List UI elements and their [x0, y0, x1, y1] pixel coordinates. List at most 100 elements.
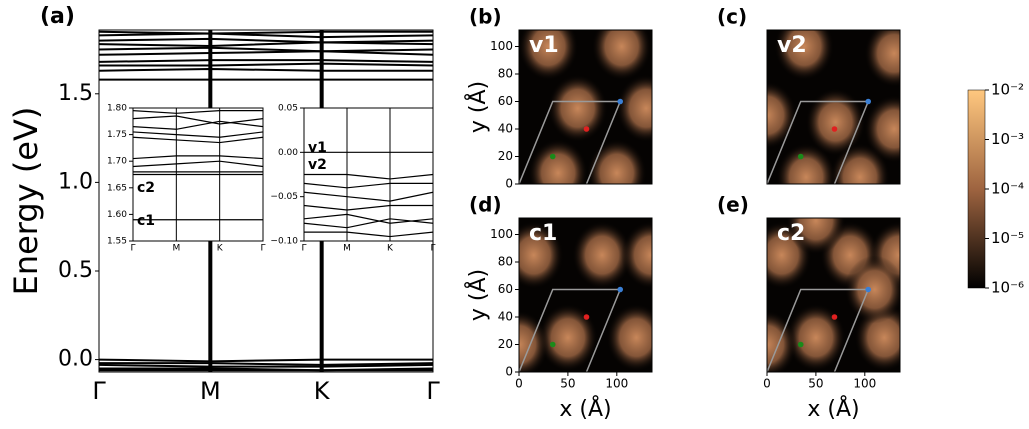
density-blob: [519, 310, 549, 372]
y-tick-label: 0.5: [58, 258, 93, 283]
y-tick-label: 0.0: [58, 347, 93, 372]
y-axis-label: y (Å): [464, 81, 491, 133]
density-blob: [785, 303, 846, 372]
panel-label: (a): [40, 4, 75, 29]
band: [132, 155, 264, 160]
density-blob: [606, 303, 652, 372]
unit-cell: [767, 288, 870, 372]
density-blob: [774, 30, 835, 81]
y-tick-label: 1.65: [107, 183, 127, 193]
band: [303, 182, 433, 189]
density-blob: [572, 221, 633, 290]
y-axis-label: Energy (eV): [7, 107, 45, 296]
density-map: [519, 218, 652, 372]
density-blob: [776, 143, 837, 184]
y-tick-label: 20: [498, 149, 513, 163]
x-axis-label: x (Å): [559, 395, 611, 422]
site-marker: [583, 314, 590, 320]
x-tick-label: M: [172, 244, 180, 254]
x-tick-label: 50: [560, 377, 575, 391]
band: [132, 160, 264, 168]
site-marker: [831, 314, 838, 320]
band: [98, 46, 434, 53]
y-tick-label: 0: [505, 177, 513, 191]
band: [304, 173, 434, 180]
axes-frame: [766, 217, 901, 373]
band: [303, 191, 434, 202]
site-marker: [549, 341, 556, 348]
band: [303, 218, 434, 229]
band-label: v1: [308, 140, 327, 156]
x-tick-label: 100: [853, 377, 876, 391]
band: [98, 32, 434, 39]
y-axis-label: y (Å): [464, 269, 491, 321]
y-tick-label: 80: [498, 67, 513, 81]
density-blob: [528, 139, 589, 184]
axes-frame: [518, 29, 653, 185]
colorbar-tick-label: 10⁻⁴: [991, 180, 1024, 198]
band: [303, 204, 433, 211]
x-tick-label: 0: [515, 377, 523, 391]
site-marker: [797, 341, 804, 348]
density-blob: [586, 139, 647, 184]
y-tick-label: 1.70: [107, 157, 127, 167]
x-tick-label: M: [200, 377, 221, 405]
band: [98, 67, 433, 72]
panel-label: (e): [717, 193, 749, 217]
axes-frame: [766, 29, 901, 185]
density-blob: [844, 255, 900, 324]
unit-cell: [519, 288, 622, 372]
band: [98, 59, 434, 63]
density-blob: [785, 218, 846, 255]
band: [99, 362, 434, 366]
x-tick-label: Γ: [92, 377, 106, 405]
site-marker: [865, 286, 872, 293]
density-blob: [519, 221, 564, 290]
y-tick-label: 60: [498, 94, 513, 108]
x-tick-label: M: [343, 244, 351, 254]
y-tick-label: 40: [498, 310, 513, 324]
axes-frame: [303, 107, 434, 242]
band: [98, 50, 434, 56]
y-tick-label: 20: [498, 337, 513, 351]
density-blob: [864, 95, 900, 163]
x-axis-label: x (Å): [807, 395, 859, 422]
x-tick-label: Γ: [301, 244, 306, 254]
band: [132, 136, 264, 144]
y-tick-label: −0.05: [270, 192, 298, 202]
density-blob: [864, 30, 900, 88]
band-label: v2: [308, 157, 327, 173]
colorbar-tick-label: 10⁻⁶: [991, 279, 1024, 297]
unit-cell: [767, 100, 870, 184]
band: [98, 358, 433, 363]
band: [98, 30, 433, 35]
band: [132, 110, 263, 114]
y-tick-label: 100: [490, 39, 513, 53]
density-blob: [767, 310, 797, 372]
band: [98, 37, 434, 44]
site-marker: [865, 98, 872, 105]
density-blob: [767, 81, 797, 150]
density-blob: [621, 221, 652, 290]
density-blob: [805, 88, 866, 157]
y-tick-label: 0.00: [278, 148, 298, 158]
x-tick-label: Γ: [130, 244, 135, 254]
band-label: c2: [137, 180, 155, 196]
x-tick-label: K: [387, 244, 394, 254]
band: [98, 363, 434, 368]
density-map: [767, 218, 900, 372]
band: [304, 231, 434, 238]
site-marker: [831, 126, 838, 132]
y-tick-label: 1.80: [107, 104, 127, 114]
state-label: c1: [529, 221, 557, 246]
site-marker: [617, 286, 624, 293]
band: [132, 120, 264, 130]
x-tick-label: K: [217, 244, 224, 254]
colorbar: [967, 89, 986, 289]
y-tick-label: 1.5: [58, 81, 93, 106]
x-tick-label: K: [314, 377, 331, 405]
x-tick-label: 0: [763, 377, 771, 391]
density-map: [767, 30, 900, 184]
y-tick-label: 60: [498, 282, 513, 296]
